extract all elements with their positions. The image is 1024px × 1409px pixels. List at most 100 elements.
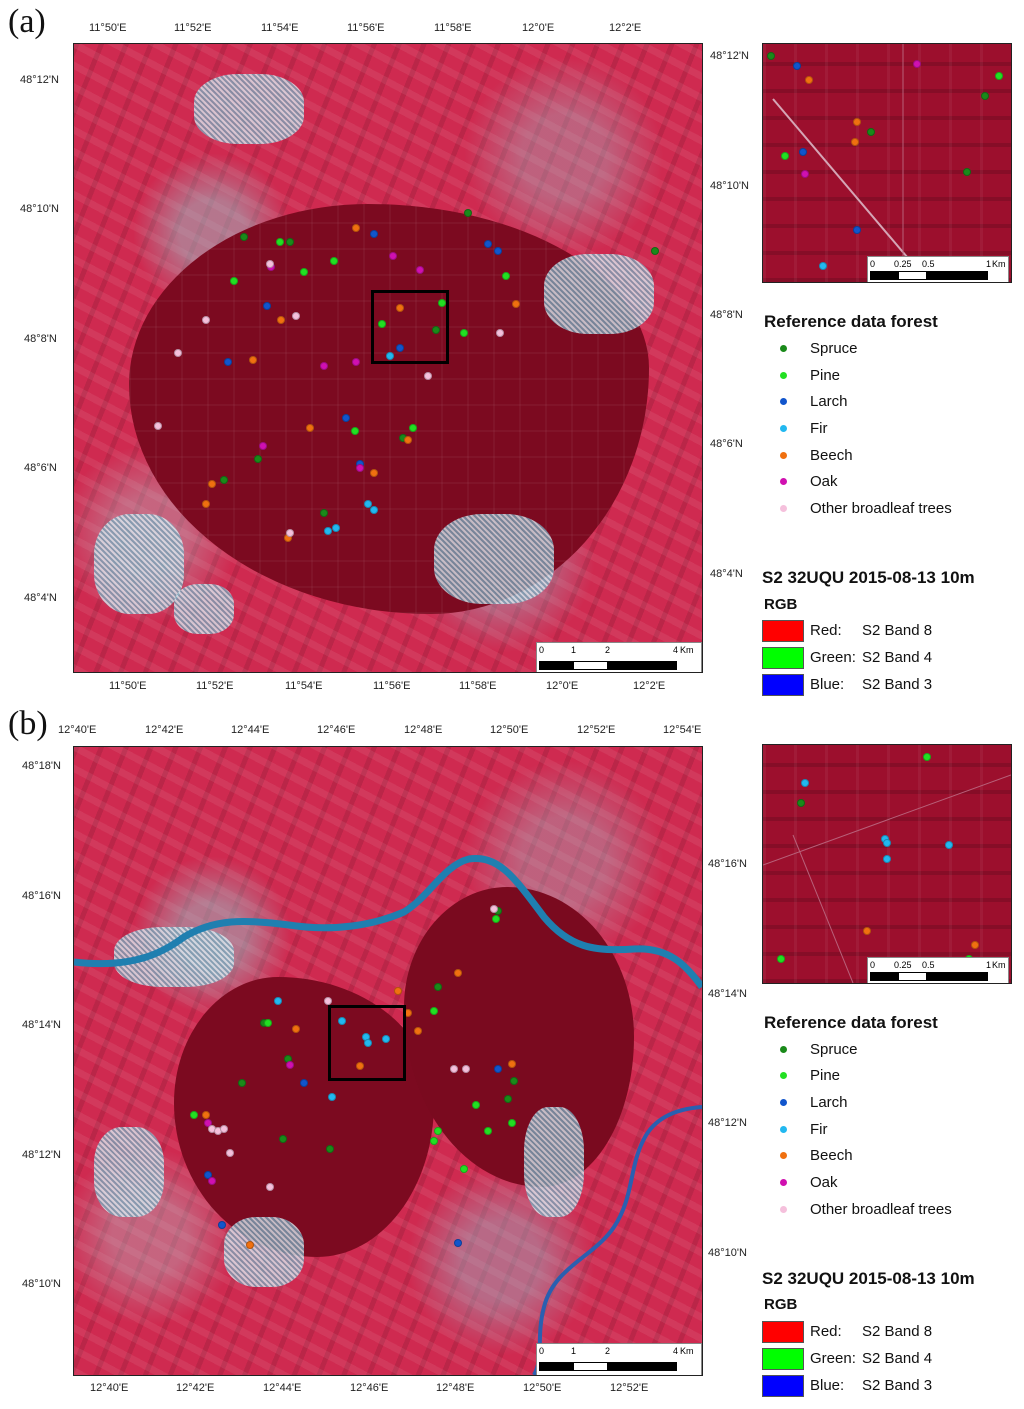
other-broadleaf-sample-point[interactable] bbox=[226, 1149, 234, 1157]
spruce-sample-point[interactable] bbox=[220, 476, 228, 484]
other-broadleaf-sample-point[interactable] bbox=[324, 997, 332, 1005]
larch-sample-point[interactable] bbox=[793, 62, 801, 70]
spruce-sample-point[interactable] bbox=[981, 92, 989, 100]
larch-sample-point[interactable] bbox=[799, 148, 807, 156]
spruce-sample-point[interactable] bbox=[867, 128, 875, 136]
fir-sample-point[interactable] bbox=[338, 1017, 346, 1025]
larch-sample-point[interactable] bbox=[454, 1239, 462, 1247]
beech-sample-point[interactable] bbox=[414, 1027, 422, 1035]
larch-sample-point[interactable] bbox=[218, 1221, 226, 1229]
spruce-sample-point[interactable] bbox=[504, 1095, 512, 1103]
fir-sample-point[interactable] bbox=[328, 1093, 336, 1101]
fir-sample-point[interactable] bbox=[819, 262, 827, 270]
fir-sample-point[interactable] bbox=[274, 997, 282, 1005]
spruce-sample-point[interactable] bbox=[240, 233, 248, 241]
pine-sample-point[interactable] bbox=[330, 257, 338, 265]
other-broadleaf-sample-point[interactable] bbox=[450, 1065, 458, 1073]
beech-sample-point[interactable] bbox=[306, 424, 314, 432]
oak-sample-point[interactable] bbox=[356, 464, 364, 472]
other-broadleaf-sample-point[interactable] bbox=[462, 1065, 470, 1073]
larch-sample-point[interactable] bbox=[396, 344, 404, 352]
pine-sample-point[interactable] bbox=[781, 152, 789, 160]
pine-sample-point[interactable] bbox=[409, 424, 417, 432]
spruce-sample-point[interactable] bbox=[510, 1077, 518, 1085]
larch-sample-point[interactable] bbox=[263, 302, 271, 310]
larch-sample-point[interactable] bbox=[224, 358, 232, 366]
other-broadleaf-sample-point[interactable] bbox=[266, 260, 274, 268]
oak-sample-point[interactable] bbox=[389, 252, 397, 260]
spruce-sample-point[interactable] bbox=[767, 52, 775, 60]
other-broadleaf-sample-point[interactable] bbox=[266, 1183, 274, 1191]
beech-sample-point[interactable] bbox=[356, 1062, 364, 1070]
fir-sample-point[interactable] bbox=[801, 779, 809, 787]
pine-sample-point[interactable] bbox=[190, 1111, 198, 1119]
pine-sample-point[interactable] bbox=[264, 1019, 272, 1027]
oak-sample-point[interactable] bbox=[801, 170, 809, 178]
fir-sample-point[interactable] bbox=[883, 839, 891, 847]
beech-sample-point[interactable] bbox=[352, 224, 360, 232]
pine-sample-point[interactable] bbox=[351, 427, 359, 435]
beech-sample-point[interactable] bbox=[404, 436, 412, 444]
beech-sample-point[interactable] bbox=[853, 118, 861, 126]
spruce-sample-point[interactable] bbox=[326, 1145, 334, 1153]
beech-sample-point[interactable] bbox=[851, 138, 859, 146]
beech-sample-point[interactable] bbox=[202, 500, 210, 508]
pine-sample-point[interactable] bbox=[508, 1119, 516, 1127]
pine-sample-point[interactable] bbox=[230, 277, 238, 285]
larch-sample-point[interactable] bbox=[484, 240, 492, 248]
beech-sample-point[interactable] bbox=[208, 480, 216, 488]
spruce-sample-point[interactable] bbox=[238, 1079, 246, 1087]
larch-sample-point[interactable] bbox=[494, 1065, 502, 1073]
spruce-sample-point[interactable] bbox=[464, 209, 472, 217]
other-broadleaf-sample-point[interactable] bbox=[424, 372, 432, 380]
fir-sample-point[interactable] bbox=[386, 352, 394, 360]
other-broadleaf-sample-point[interactable] bbox=[202, 316, 210, 324]
oak-sample-point[interactable] bbox=[320, 362, 328, 370]
pine-sample-point[interactable] bbox=[378, 320, 386, 328]
beech-sample-point[interactable] bbox=[202, 1111, 210, 1119]
beech-sample-point[interactable] bbox=[512, 300, 520, 308]
oak-sample-point[interactable] bbox=[913, 60, 921, 68]
oak-sample-point[interactable] bbox=[286, 1061, 294, 1069]
fir-sample-point[interactable] bbox=[364, 500, 372, 508]
oak-sample-point[interactable] bbox=[352, 358, 360, 366]
fir-sample-point[interactable] bbox=[370, 506, 378, 514]
spruce-sample-point[interactable] bbox=[434, 983, 442, 991]
pine-sample-point[interactable] bbox=[460, 1165, 468, 1173]
pine-sample-point[interactable] bbox=[460, 329, 468, 337]
spruce-sample-point[interactable] bbox=[797, 799, 805, 807]
spruce-sample-point[interactable] bbox=[651, 247, 659, 255]
pine-sample-point[interactable] bbox=[276, 238, 284, 246]
satellite-map[interactable]: 0 1 2 4 Km bbox=[73, 746, 703, 1376]
beech-sample-point[interactable] bbox=[971, 941, 979, 949]
larch-sample-point[interactable] bbox=[494, 247, 502, 255]
pine-sample-point[interactable] bbox=[472, 1101, 480, 1109]
fir-sample-point[interactable] bbox=[324, 527, 332, 535]
spruce-sample-point[interactable] bbox=[432, 326, 440, 334]
spruce-sample-point[interactable] bbox=[286, 238, 294, 246]
pine-sample-point[interactable] bbox=[995, 72, 1003, 80]
beech-sample-point[interactable] bbox=[370, 469, 378, 477]
other-broadleaf-sample-point[interactable] bbox=[286, 529, 294, 537]
other-broadleaf-sample-point[interactable] bbox=[154, 422, 162, 430]
other-broadleaf-sample-point[interactable] bbox=[174, 349, 182, 357]
pine-sample-point[interactable] bbox=[434, 1127, 442, 1135]
inset-map[interactable]: 0 0.25 0.5 1 Km bbox=[762, 43, 1012, 283]
beech-sample-point[interactable] bbox=[805, 76, 813, 84]
beech-sample-point[interactable] bbox=[508, 1060, 516, 1068]
pine-sample-point[interactable] bbox=[438, 299, 446, 307]
spruce-sample-point[interactable] bbox=[320, 509, 328, 517]
oak-sample-point[interactable] bbox=[208, 1177, 216, 1185]
fir-sample-point[interactable] bbox=[332, 524, 340, 532]
fir-sample-point[interactable] bbox=[364, 1039, 372, 1047]
other-broadleaf-sample-point[interactable] bbox=[490, 905, 498, 913]
other-broadleaf-sample-point[interactable] bbox=[292, 312, 300, 320]
beech-sample-point[interactable] bbox=[249, 356, 257, 364]
beech-sample-point[interactable] bbox=[863, 927, 871, 935]
fir-sample-point[interactable] bbox=[945, 841, 953, 849]
beech-sample-point[interactable] bbox=[292, 1025, 300, 1033]
pine-sample-point[interactable] bbox=[923, 753, 931, 761]
pine-sample-point[interactable] bbox=[430, 1137, 438, 1145]
beech-sample-point[interactable] bbox=[277, 316, 285, 324]
larch-sample-point[interactable] bbox=[853, 226, 861, 234]
